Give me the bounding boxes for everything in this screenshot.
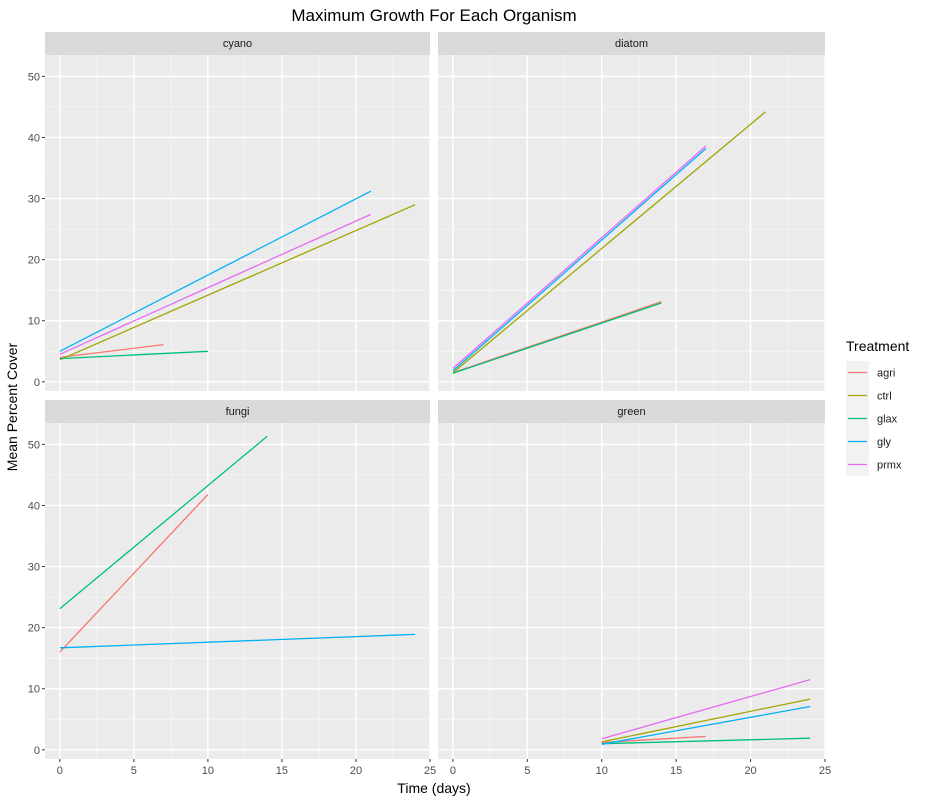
panel-background	[438, 423, 825, 759]
y-tick-label: 10	[28, 684, 40, 696]
series-line-glax	[59, 350, 208, 360]
series-line-gly	[59, 633, 416, 649]
series-line-ctrl	[601, 698, 811, 743]
series-line-glax	[59, 435, 268, 610]
legend-item-gly: gly	[846, 430, 892, 453]
y-tick-label: 0	[34, 377, 40, 389]
y-tick-label: 20	[28, 255, 40, 267]
legend-title: Treatment	[846, 338, 909, 354]
panel-cyano: cyano 0 10 20 30 40 50	[28, 32, 431, 391]
y-tick-label: 50	[28, 439, 40, 451]
x-tick-label: 0	[450, 765, 456, 777]
y-tick-label: 40	[28, 500, 40, 512]
panel-diatom: diatom	[438, 32, 826, 391]
panel-background	[45, 55, 430, 391]
panel-fungi: fungi 0 10 20 30 40 50 0 5 10 15 20 25	[28, 400, 436, 777]
facet-label: green	[617, 406, 645, 418]
series-line-agri	[59, 494, 209, 653]
x-tick-label: 20	[350, 765, 362, 777]
legend-item-ctrl: ctrl	[846, 384, 892, 407]
legend-item-agri: agri	[846, 361, 895, 384]
series-line-glax	[452, 302, 662, 374]
legend-label: gly	[877, 437, 892, 449]
facet-label: fungi	[226, 406, 250, 418]
y-tick-label: 20	[28, 623, 40, 635]
x-tick-label: 10	[596, 765, 608, 777]
y-tick-label: 40	[28, 132, 40, 144]
y-tick-label: 0	[34, 745, 40, 757]
series-line-ctrl	[452, 111, 766, 374]
x-axis-title: Time (days)	[397, 780, 470, 796]
x-tick-label: 0	[57, 765, 63, 777]
legend-label: prmx	[877, 460, 902, 472]
y-tick-label: 30	[28, 562, 40, 574]
series-line-gly	[601, 705, 811, 745]
y-tick-label: 10	[28, 316, 40, 328]
legend: agri ctrl glax gly prmx	[846, 361, 902, 476]
series-line-prmx	[59, 213, 372, 355]
y-tick-label: 50	[28, 71, 40, 83]
facet-strip	[45, 32, 430, 55]
legend-item-prmx: prmx	[846, 453, 902, 476]
legend-label: glax	[877, 414, 898, 426]
series-line-gly	[452, 148, 707, 372]
x-tick-label: 10	[202, 765, 214, 777]
series-line-gly	[59, 190, 372, 352]
series-line-prmx	[601, 678, 811, 740]
x-tick-label: 20	[744, 765, 756, 777]
facet-strip	[438, 400, 825, 423]
series-line-ctrl	[59, 204, 416, 361]
series-line-agri	[59, 343, 164, 359]
y-tick-label: 30	[28, 194, 40, 206]
x-tick-label: 25	[424, 765, 436, 777]
series-line-glax	[601, 737, 811, 745]
x-tick-label: 5	[131, 765, 137, 777]
x-tick-label: 25	[819, 765, 831, 777]
legend-label: agri	[877, 368, 895, 380]
panel-background	[45, 423, 430, 759]
y-axis-title: Mean Percent Cover	[4, 342, 20, 471]
chart-title: Maximum Growth For Each Organism	[291, 6, 576, 25]
facet-strip	[438, 32, 825, 55]
facet-label: diatom	[615, 38, 648, 50]
legend-item-glax: glax	[846, 407, 898, 430]
x-tick-label: 5	[524, 765, 530, 777]
facet-strip	[45, 400, 430, 423]
x-tick-label: 15	[670, 765, 682, 777]
legend-label: ctrl	[877, 391, 892, 403]
series-line-agri	[452, 301, 662, 374]
facet-label: cyano	[223, 38, 252, 50]
panel-green: green 0 5 10 15 20 25	[438, 400, 831, 777]
series-line-prmx	[452, 145, 707, 369]
x-tick-label: 15	[276, 765, 288, 777]
